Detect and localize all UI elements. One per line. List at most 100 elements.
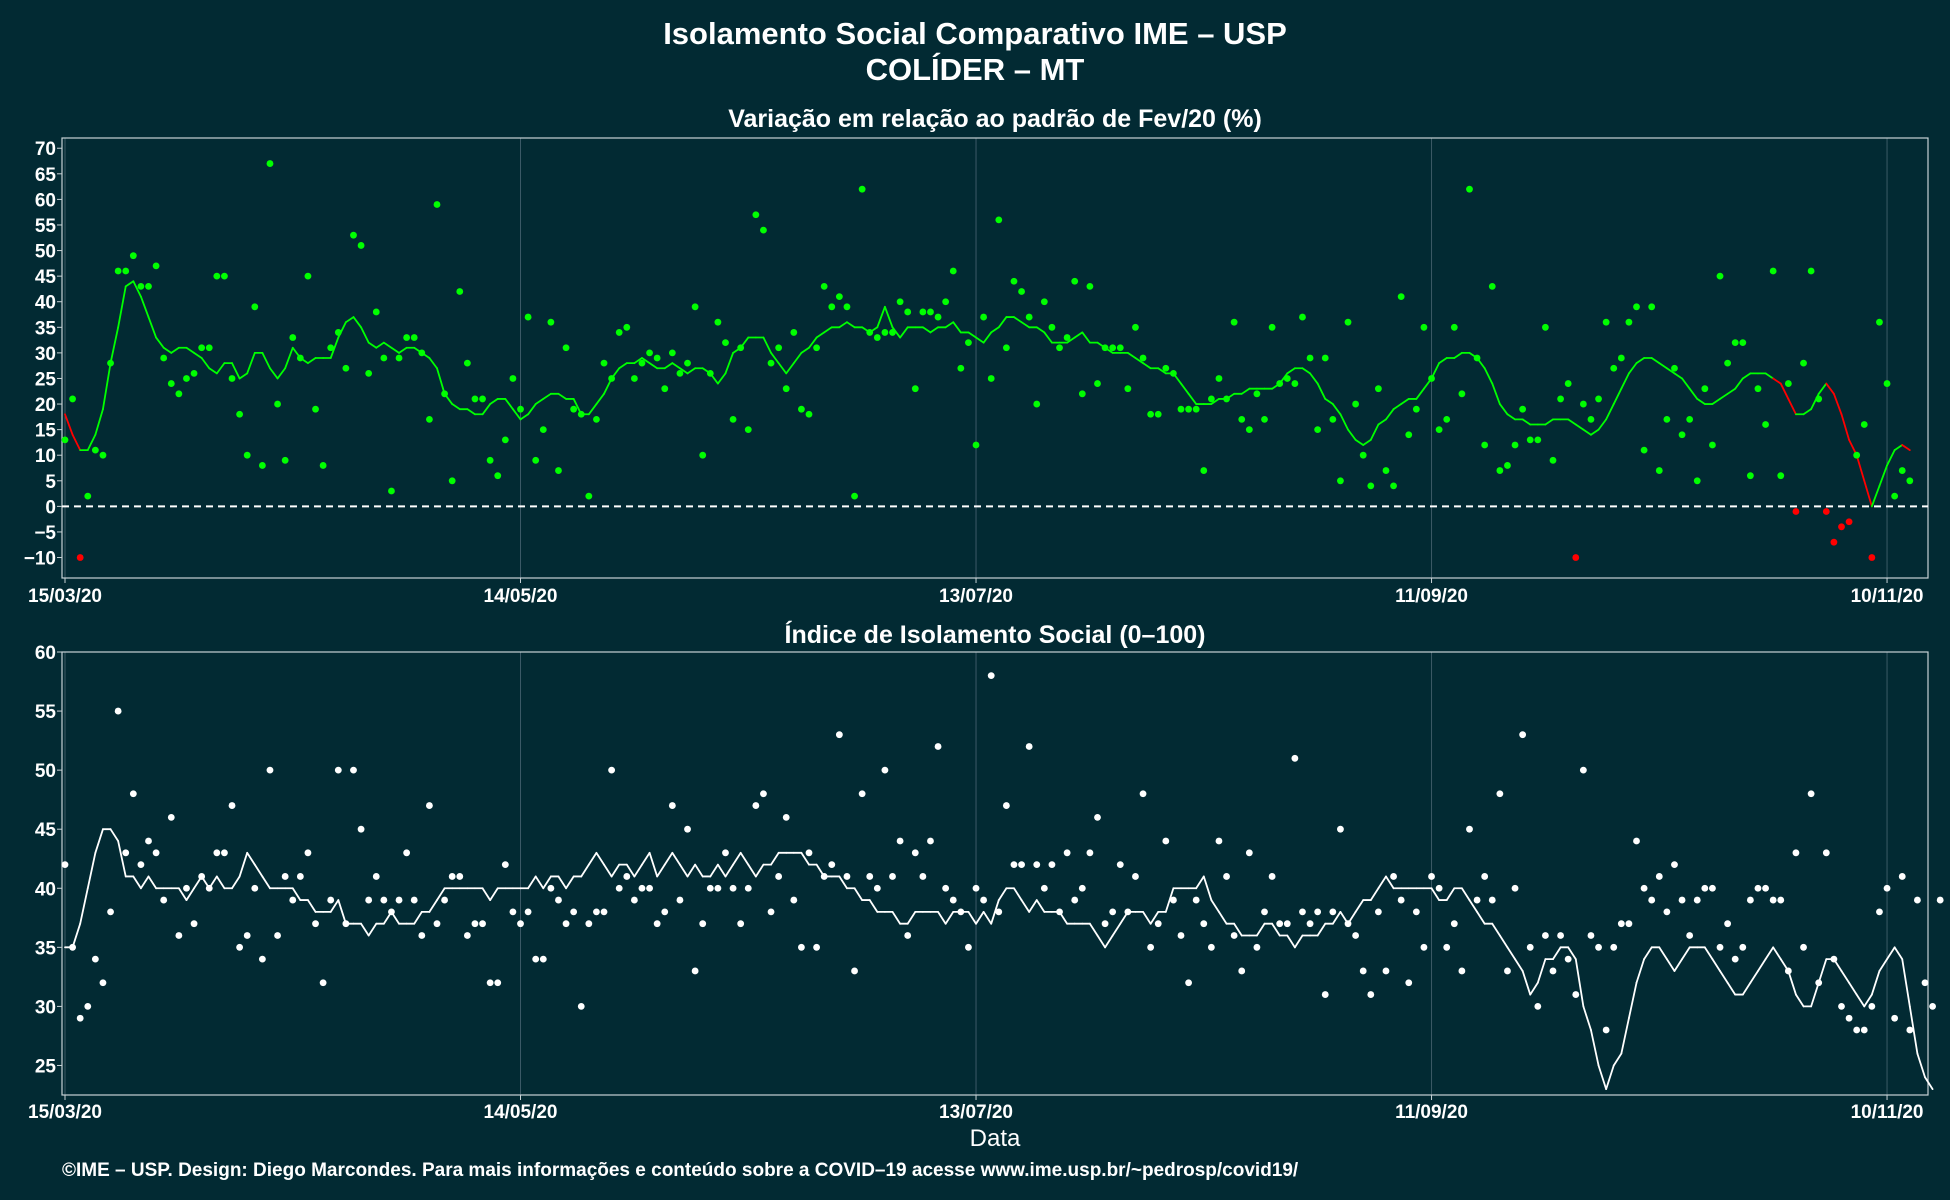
- variation-data-point: [1792, 508, 1800, 515]
- index-data-point: [767, 908, 775, 916]
- index-data-point: [1435, 884, 1443, 892]
- variation-data-point: [388, 487, 395, 495]
- variation-moving-average-segment: [466, 408, 476, 416]
- variation-moving-average-segment: [1893, 444, 1904, 451]
- index-moving-average-segment: [1703, 946, 1714, 961]
- variation-moving-average-segment: [162, 346, 173, 354]
- variation-moving-average-segment: [1605, 403, 1615, 421]
- index-moving-average-segment: [603, 863, 613, 878]
- index-data-point: [1693, 896, 1701, 904]
- variation-moving-average-segment: [390, 346, 400, 354]
- index-moving-average-segment: [337, 899, 347, 925]
- variation-moving-average-segment: [671, 362, 681, 370]
- index-data-point: [972, 884, 980, 892]
- index-moving-average-segment: [800, 851, 810, 866]
- index-data-point: [183, 884, 190, 892]
- variation-data-point: [1207, 395, 1215, 403]
- index-data-point: [843, 873, 851, 880]
- variation-data-point: [699, 451, 707, 459]
- variation-moving-average-segment: [595, 392, 605, 405]
- index-data-point: [547, 884, 555, 892]
- variation-moving-average-segment: [185, 346, 195, 354]
- variation-moving-average-segment: [587, 403, 598, 416]
- index-data-point: [699, 920, 707, 928]
- variation-y-tick-label: 55: [35, 216, 57, 237]
- variation-moving-average-segment: [94, 408, 104, 436]
- variation-data-point: [684, 359, 691, 367]
- variation-data-point: [1549, 456, 1557, 464]
- variation-data-point: [1876, 318, 1883, 326]
- variation-moving-average-segment: [777, 362, 788, 375]
- variation-moving-average-segment: [1870, 485, 1881, 508]
- index-data-point: [342, 920, 350, 928]
- index-data-point: [593, 908, 600, 916]
- index-data-point: [934, 743, 942, 750]
- index-y-tick-label: 25: [35, 1056, 57, 1077]
- variation-moving-average-segment: [117, 285, 127, 329]
- variation-data-point: [1154, 410, 1162, 418]
- variation-moving-average-segment: [109, 326, 120, 365]
- index-data-point: [630, 896, 638, 904]
- variation-moving-average-segment: [1362, 438, 1372, 446]
- variation-moving-average-segment: [1453, 351, 1463, 359]
- variation-data-point: [1245, 426, 1253, 434]
- index-data-point: [1519, 731, 1527, 739]
- variation-data-point: [623, 323, 631, 331]
- index-moving-average-segment: [679, 863, 689, 878]
- index-data-point: [1321, 991, 1329, 998]
- variation-moving-average-segment: [1354, 438, 1365, 446]
- variation-data-point: [889, 329, 896, 336]
- variation-moving-average-segment: [884, 305, 894, 329]
- index-data-point: [114, 707, 122, 715]
- variation-data-point: [752, 211, 760, 219]
- variation-data-point: [706, 369, 714, 377]
- variation-moving-average-segment: [1612, 387, 1623, 405]
- index-moving-average-segment: [489, 887, 499, 901]
- index-moving-average-segment: [686, 863, 697, 878]
- variation-moving-average-segment: [1719, 392, 1729, 400]
- index-data-point: [1291, 754, 1299, 762]
- index-data-point: [881, 766, 889, 774]
- variation-data-point: [281, 456, 289, 464]
- variation-moving-average-segment: [231, 362, 241, 380]
- index-data-point: [145, 837, 152, 845]
- index-moving-average-segment: [1726, 981, 1737, 996]
- index-moving-average-segment: [1810, 981, 1820, 1008]
- variation-data-point: [1458, 390, 1466, 398]
- index-data-point: [1033, 861, 1041, 869]
- variation-data-point: [213, 272, 221, 280]
- index-data-point: [896, 837, 904, 845]
- variation-data-point: [919, 308, 927, 316]
- index-data-point: [365, 896, 373, 904]
- index-y-tick-label: 35: [35, 938, 57, 959]
- variation-data-point: [593, 415, 600, 423]
- index-data-point: [1078, 884, 1086, 892]
- variation-data-point: [1109, 344, 1117, 352]
- variation-moving-average-segment: [838, 321, 848, 329]
- index-data-point: [448, 873, 456, 880]
- index-data-point: [684, 825, 691, 833]
- index-moving-average-segment: [770, 851, 780, 866]
- index-moving-average-segment: [527, 875, 537, 890]
- variation-data-point: [767, 359, 775, 367]
- variation-y-tick-label: −10: [24, 549, 56, 570]
- index-data-point: [1162, 837, 1170, 845]
- variation-data-point: [69, 395, 76, 403]
- index-moving-average-segment: [1521, 970, 1532, 996]
- variation-moving-average-segment: [1134, 357, 1144, 365]
- index-data-point: [1253, 943, 1261, 951]
- variation-moving-average-segment: [1339, 413, 1349, 431]
- variation-data-point: [638, 359, 646, 367]
- variation-moving-average-segment: [132, 280, 142, 298]
- index-data-point: [1807, 790, 1815, 798]
- variation-moving-average-segment: [504, 398, 514, 411]
- variation-y-tick-label: −5: [34, 523, 56, 544]
- index-data-point: [942, 884, 950, 892]
- variation-data-point: [1701, 385, 1709, 393]
- index-data-point: [1337, 825, 1344, 833]
- index-moving-average-segment: [1757, 958, 1767, 972]
- index-data-point: [479, 920, 486, 928]
- index-data-point: [1800, 943, 1807, 951]
- variation-data-point: [1807, 267, 1815, 275]
- index-data-point: [539, 955, 547, 963]
